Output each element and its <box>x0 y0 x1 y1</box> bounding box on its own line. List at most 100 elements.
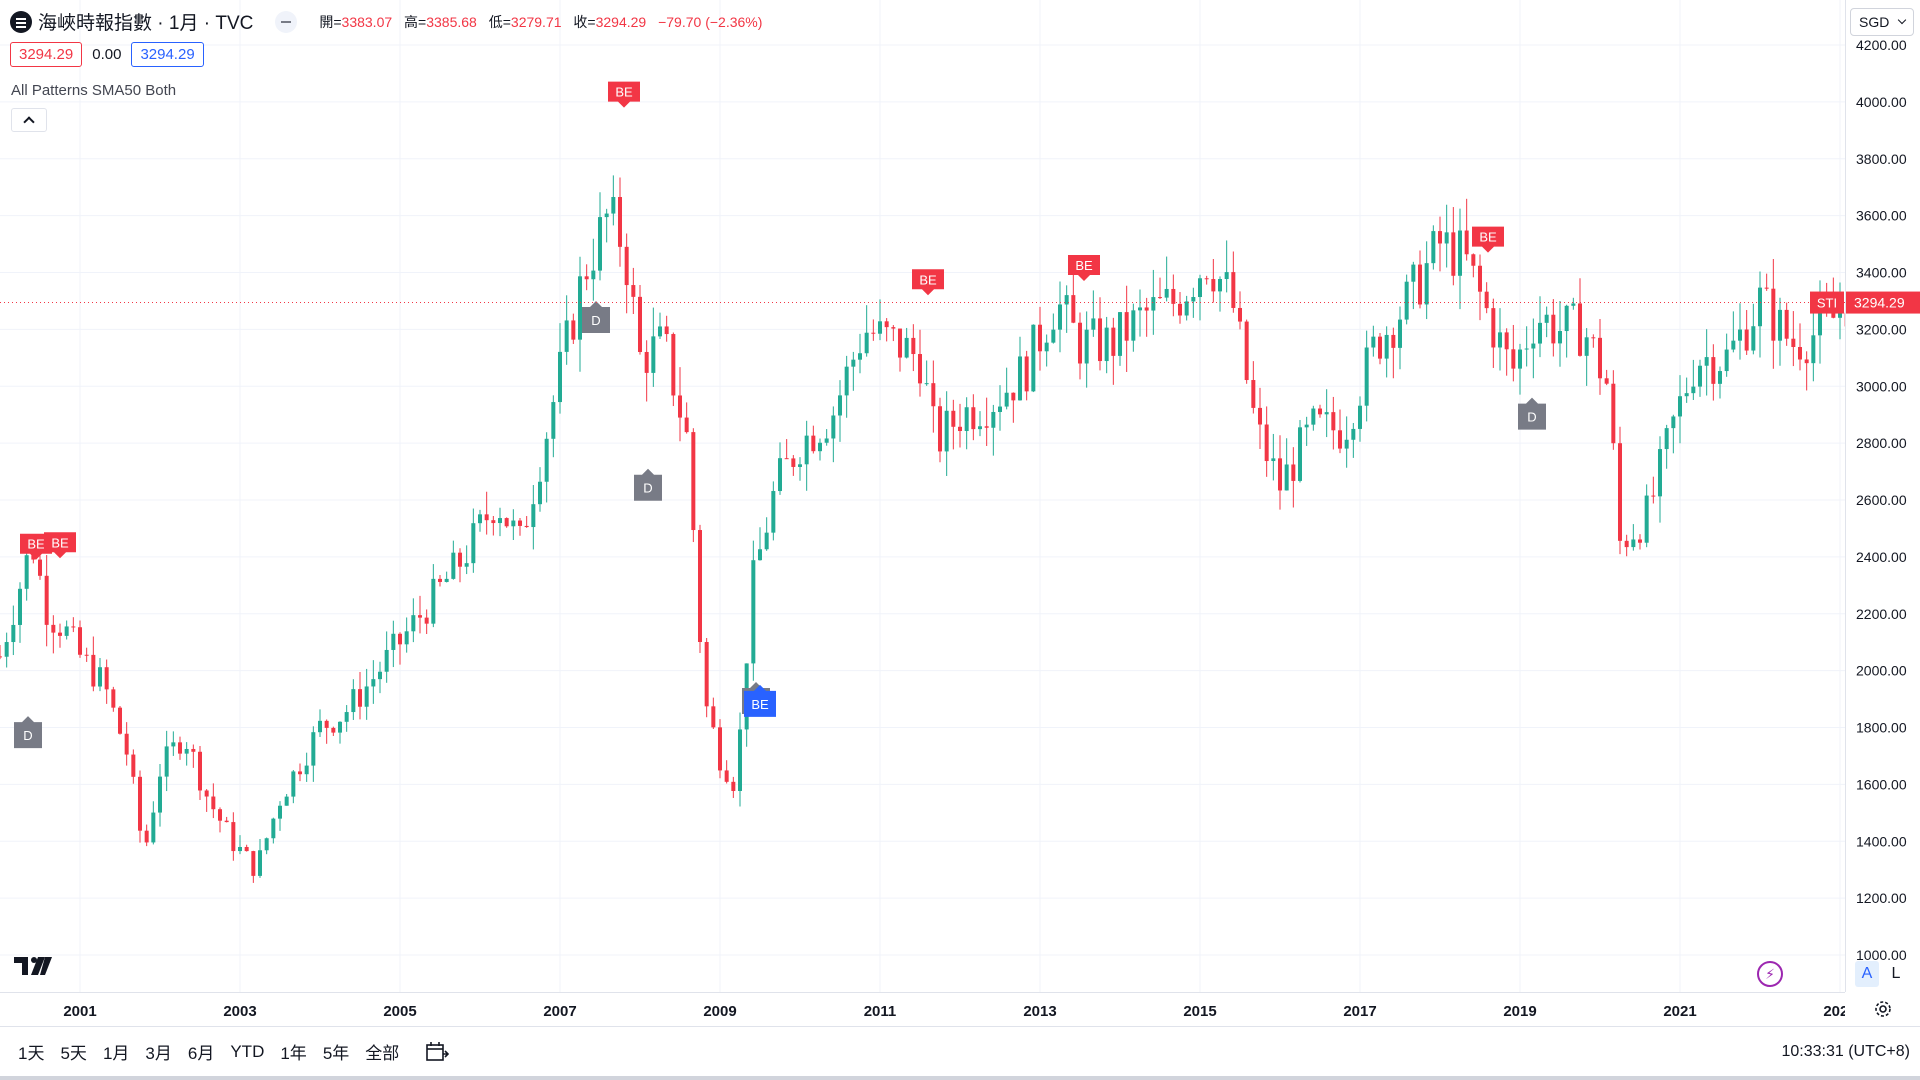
candle-body <box>1578 303 1582 356</box>
candle-body <box>304 765 309 775</box>
period-5d[interactable]: 5天 <box>60 1044 87 1063</box>
minus-icon <box>281 20 292 23</box>
candle-body <box>1618 443 1622 541</box>
calendar-goto-icon[interactable] <box>425 1041 450 1063</box>
candle-body <box>551 402 556 439</box>
pattern-marker-doji[interactable]: D <box>634 468 662 501</box>
ohlc-values: 開=3383.07 高=3385.68 低=3279.71 收=3294.29 … <box>319 12 770 32</box>
price-chart[interactable]: BEBEDBEDDBEBEBEDDBESTI <box>0 0 1889 992</box>
time-axis-svg[interactable]: 2001 2003 2005 2007 2009 2011 2013 2015 2017 2019… <box>0 993 1856 1027</box>
pattern-marker-doji[interactable]: D <box>1518 397 1546 430</box>
indicator-legend[interactable]: All Patterns SMA50 Both <box>11 82 177 99</box>
price-tick-label: 3800.00 <box>1856 151 1907 167</box>
pattern-label: BE <box>1075 258 1093 273</box>
candle-body <box>1331 412 1336 431</box>
symbol-tag: STI <box>1810 291 1844 314</box>
open-key: 開= <box>319 13 342 30</box>
candle-body <box>1364 347 1369 406</box>
candle-body <box>284 796 289 806</box>
collapse-indicators-button[interactable] <box>11 108 47 132</box>
period-ytd[interactable]: YTD <box>230 1041 265 1061</box>
candle-body <box>384 649 389 672</box>
candle-body <box>1671 416 1676 429</box>
candle-body <box>858 353 862 360</box>
pattern-marker-doji[interactable]: D <box>14 716 42 749</box>
pattern-marker-bear[interactable]: BE <box>608 81 640 108</box>
candle-body <box>1038 324 1042 352</box>
candle-body <box>844 366 849 396</box>
flash-icon[interactable]: ⚡ <box>1757 961 1783 987</box>
candle-body <box>344 712 349 722</box>
candle-body <box>391 633 396 650</box>
candle-body <box>1538 322 1542 344</box>
candle-body <box>1758 287 1762 327</box>
period-all[interactable]: 全部 <box>365 1044 400 1063</box>
candle-body <box>718 727 722 771</box>
candle-body <box>1684 393 1689 397</box>
candle-body <box>1151 297 1156 311</box>
candle-body <box>1271 458 1276 462</box>
pattern-marker-bear[interactable]: BE <box>1472 226 1504 253</box>
candle-body <box>571 320 576 340</box>
buy-price-button[interactable]: 3294.29 <box>131 42 204 67</box>
time-tick-label: 2015 <box>1183 1003 1216 1020</box>
period-1m[interactable]: 1月 <box>102 1044 130 1063</box>
price-axis[interactable]: 4200.00 4000.00 3800.00 3600.00 3400.00 3200.… <box>1845 0 1920 992</box>
candle-body <box>1651 495 1656 497</box>
currency-select[interactable]: SGD <box>1850 8 1914 36</box>
candle-body <box>1278 458 1282 491</box>
candle-body <box>58 632 62 636</box>
period-5y[interactable]: 5年 <box>322 1044 350 1063</box>
candle-body <box>98 667 102 687</box>
candle-body <box>398 633 402 645</box>
candle-body <box>318 720 322 733</box>
period-3m[interactable]: 3月 <box>145 1044 172 1063</box>
pattern-marker-bull[interactable]: BE <box>744 684 776 717</box>
candle-body <box>558 351 562 403</box>
candle-body <box>1264 424 1269 462</box>
clock-timezone[interactable]: 10:33:31 (UTC+8) <box>1781 1042 1910 1060</box>
sell-price-button[interactable]: 3294.29 <box>10 42 83 67</box>
candle-body <box>1291 464 1296 481</box>
period-1y[interactable]: 1年 <box>280 1044 307 1063</box>
log-scale-button[interactable]: L <box>1891 965 1901 982</box>
auto-scale-button[interactable]: A <box>1855 961 1879 987</box>
candle-body <box>1584 337 1589 356</box>
candle-body <box>1611 383 1616 444</box>
price-tick-label: 1800.00 <box>1856 720 1907 736</box>
candle-body <box>1464 230 1469 255</box>
candle-body <box>1831 309 1836 318</box>
pattern-marker-bear[interactable]: BE <box>912 269 944 296</box>
gear-icon[interactable] <box>1872 998 1894 1020</box>
candle-body <box>1118 312 1122 356</box>
pattern-marker-doji[interactable]: D <box>582 300 610 333</box>
candle-body <box>1018 356 1022 401</box>
price-tick-label: 2600.00 <box>1856 492 1907 508</box>
symbol-menu-icon[interactable] <box>10 10 32 33</box>
pattern-label: BE <box>919 272 937 287</box>
time-axis[interactable]: 2001 2003 2005 2007 2009 2011 2013 2015 2017 2019… <box>0 992 1857 1027</box>
candle-body <box>984 426 989 428</box>
candle-body <box>138 776 142 831</box>
price-tick-label: 3000.00 <box>1856 378 1907 394</box>
plot-area[interactable]: BEBEDBEDDBEBEBEDDBESTI <box>0 0 1889 992</box>
tradingview-logo[interactable] <box>14 955 52 977</box>
candle-body <box>1484 291 1489 309</box>
time-tick-label: 2013 <box>1023 1003 1056 1020</box>
candle-body <box>1638 539 1642 543</box>
period-6m[interactable]: 6月 <box>187 1044 215 1063</box>
pattern-marker-bear[interactable]: BE <box>1068 255 1100 282</box>
candle-body <box>1378 336 1382 359</box>
candle-body <box>1384 334 1389 359</box>
symbol-title[interactable]: 海峽時報指數 · 1月 · TVC <box>38 13 254 34</box>
candle-body <box>424 617 429 624</box>
pattern-label: D <box>643 481 652 496</box>
period-1d[interactable]: 1天 <box>18 1044 45 1063</box>
candle-body <box>1471 254 1476 266</box>
candle-body <box>951 410 956 427</box>
hide-legend-button[interactable] <box>275 10 298 33</box>
pattern-marker-bear[interactable]: BE <box>44 532 76 559</box>
price-axis-svg[interactable]: 4200.00 4000.00 3800.00 3600.00 3400.00 3200.… <box>1846 0 1920 992</box>
candle-body <box>758 549 762 561</box>
candle-body <box>1764 287 1769 289</box>
